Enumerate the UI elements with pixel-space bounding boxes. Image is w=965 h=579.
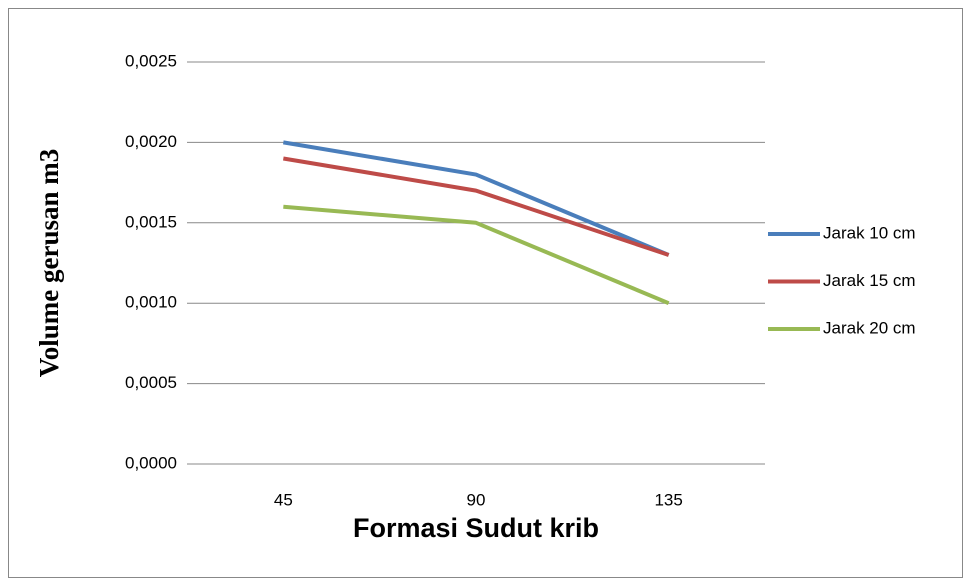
legend-label: Jarak 20 cm [823,318,916,337]
series-line [283,156,670,257]
y-tick-label: 0,0025 [125,51,177,70]
y-tick-label: 0,0020 [125,132,177,151]
x-tick-label: 135 [654,490,682,509]
x-tick-label: 45 [274,490,293,509]
chart-border [8,8,963,578]
legend-label: Jarak 10 cm [823,223,916,242]
y-tick-label: 0,0015 [125,212,177,231]
y-tick-label: 0,0005 [125,373,177,392]
y-axis-label: Volume gerusan m3 [34,149,64,378]
series-line [283,204,670,306]
series-line [283,140,670,257]
y-tick-label: 0,0000 [125,453,177,472]
y-tick-label: 0,0010 [125,293,177,312]
legend-label: Jarak 15 cm [823,271,916,290]
x-axis-label: Formasi Sudut krib [353,513,599,543]
x-tick-label: 90 [467,490,486,509]
